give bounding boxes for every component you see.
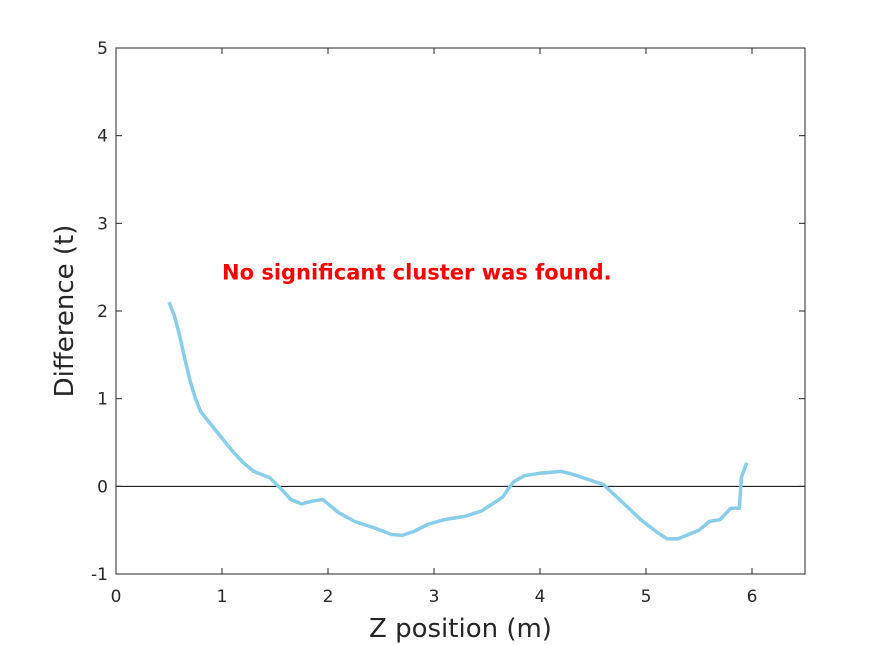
y-tick-label: 2 [97, 302, 108, 322]
y-tick-label: 0 [97, 477, 108, 497]
y-axis-title: Difference (t) [50, 225, 80, 398]
x-tick-label: 4 [535, 587, 546, 607]
y-tick-label: 4 [97, 127, 108, 147]
y-tick-label: 3 [97, 214, 108, 234]
x-tick-label: 2 [323, 587, 334, 607]
x-tick-label: 0 [111, 587, 122, 607]
x-axis-title: Z position (m) [369, 614, 552, 644]
series-line-1 [167, 301, 749, 541]
x-tick-label: 5 [641, 587, 652, 607]
y-tick-label: 1 [97, 390, 108, 410]
x-tick-label: 6 [747, 587, 758, 607]
annotation-text: No significant cluster was found. [222, 261, 612, 285]
x-tick-label: 3 [429, 587, 440, 607]
y-tick-label: -1 [91, 565, 108, 585]
y-tick-label: 5 [97, 39, 108, 59]
x-tick-label: 1 [217, 587, 228, 607]
plot-area [116, 48, 805, 574]
